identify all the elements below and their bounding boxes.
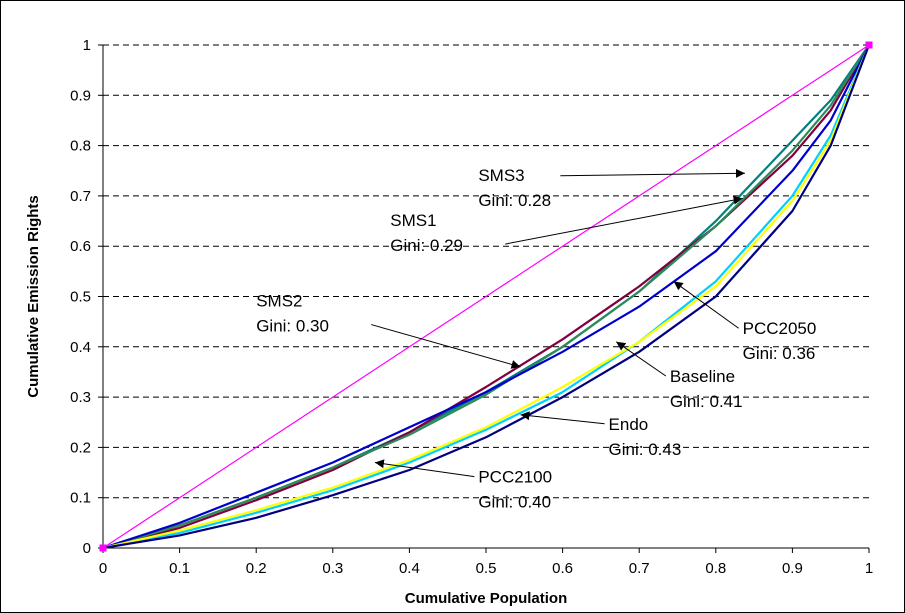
y-tick-label-6: 0.6	[70, 238, 91, 255]
series-line-pcc2100	[102, 44, 871, 550]
annotation-gini-sms3: Gini: 0.28	[478, 191, 551, 210]
x-axis-label: Cumulative Population	[405, 590, 568, 607]
y-tick-label-1: 0.1	[70, 490, 91, 507]
annotation-arrow-endo	[520, 411, 605, 425]
annotation-gini-baseline: Gini: 0.41	[670, 392, 743, 411]
annotation-gini-pcc2050: Gini: 0.36	[743, 344, 816, 363]
axes: 0 0.1 0.2 0.3 0.4 0.5 0.6 0.7 0.8 0.9 1 0 0.1 0.2 0.3 0…	[70, 37, 873, 577]
y-tick-label-8: 0.8	[70, 138, 91, 155]
series-lines	[99, 41, 873, 552]
annotation-arrow-sms1	[505, 195, 743, 245]
y-tick-label-5: 0.5	[70, 289, 91, 306]
x-tick-label-9: 0.9	[782, 560, 803, 577]
series-line-baseline	[102, 44, 871, 550]
y-tick-label-10: 1	[83, 37, 91, 54]
annotation-arrow-baseline	[615, 341, 667, 377]
series-marker-equality-0	[99, 544, 107, 552]
annotation-label-endo: Endo	[609, 415, 649, 434]
annotation-gini-endo: Gini: 0.43	[609, 440, 682, 459]
annotation-label-sms3: SMS3	[478, 166, 524, 185]
x-tick-label-8: 0.8	[705, 560, 726, 577]
x-tick-label-5: 0.5	[476, 560, 497, 577]
series-line-equality	[102, 44, 870, 549]
y-tick-label-3: 0.3	[70, 389, 91, 406]
series-line-sms1	[102, 44, 870, 550]
x-tick-label-4: 0.4	[399, 560, 420, 577]
x-tick-label-7: 0.7	[629, 560, 650, 577]
x-tick-label-3: 0.3	[322, 560, 343, 577]
annotation-gini-sms2: Gini: 0.30	[256, 317, 329, 336]
series-line-sms2	[102, 44, 870, 550]
annotation-label-sms1: SMS1	[390, 211, 436, 230]
x-tick-label-2: 0.2	[246, 560, 267, 577]
x-tick-label-6: 0.6	[552, 560, 573, 577]
x-tick-label-1: 0.1	[169, 560, 190, 577]
series-marker-equality-11	[865, 41, 873, 49]
y-tick-label-9: 0.9	[70, 87, 91, 104]
series-line-pcc2050	[102, 44, 870, 550]
annotation-arrow-pcc2050	[673, 281, 739, 329]
annotations: SMS3 Gini: 0.28 SMS1 Gini: 0.29 SMS2 Gini: 0.…	[256, 166, 816, 512]
y-axis-label: Cumulative Emission Rights	[25, 195, 42, 398]
annotation-gini-sms1: Gini: 0.29	[390, 236, 463, 255]
y-tick-label-0: 0	[83, 540, 91, 557]
y-tick-label-2: 0.2	[70, 439, 91, 456]
x-tick-label-0: 0	[99, 560, 107, 577]
annotation-arrow-sms3	[560, 168, 745, 178]
x-tick-label-10: 1	[865, 560, 873, 577]
y-tick-label-4: 0.4	[70, 339, 91, 356]
annotation-arrow-sms2	[371, 324, 521, 369]
annotation-gini-pcc2100: Gini: 0.40	[478, 493, 551, 512]
annotation-label-pcc2100: PCC2100	[478, 468, 552, 487]
y-tick-label-7: 0.7	[70, 188, 91, 205]
annotation-arrow-pcc2100	[374, 459, 475, 478]
annotation-label-pcc2050: PCC2050	[743, 319, 817, 338]
annotation-label-baseline: Baseline	[670, 367, 735, 386]
annotation-label-sms2: SMS2	[256, 292, 302, 311]
